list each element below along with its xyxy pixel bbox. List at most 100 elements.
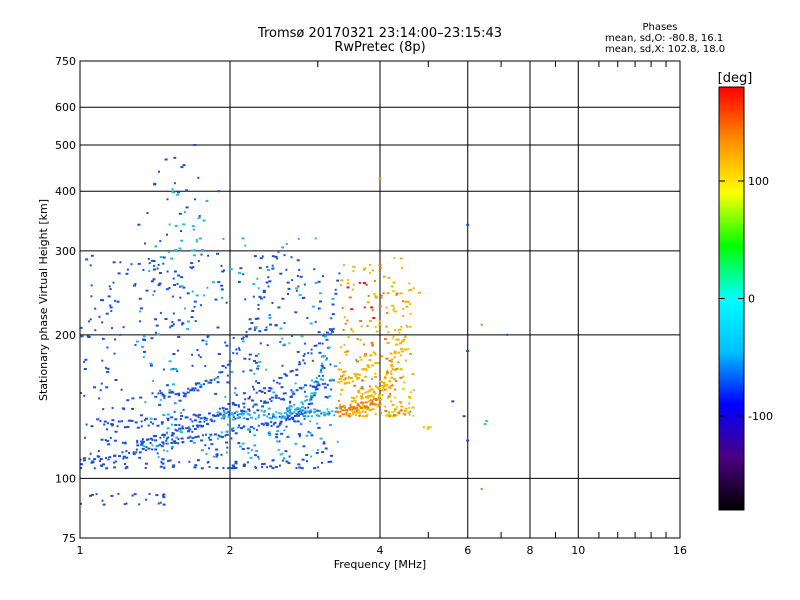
data-point (197, 176, 200, 179)
data-point (368, 409, 372, 412)
data-point (286, 408, 289, 411)
data-point (406, 300, 410, 303)
data-point (93, 386, 96, 389)
data-point (178, 212, 182, 215)
data-point (109, 304, 112, 307)
data-point (191, 290, 194, 293)
data-point (126, 268, 129, 271)
data-point (377, 395, 381, 398)
data-point (321, 383, 324, 385)
data-point (387, 395, 391, 398)
data-point (192, 266, 195, 268)
data-point (255, 391, 258, 394)
data-point (391, 358, 394, 361)
data-point (122, 457, 125, 460)
data-point (363, 355, 367, 358)
data-point (326, 383, 329, 386)
data-point (343, 343, 346, 346)
data-point (207, 460, 210, 463)
data-point (406, 325, 409, 328)
data-point (412, 287, 415, 290)
data-point (319, 437, 323, 440)
data-point (376, 405, 380, 408)
data-point (428, 426, 432, 429)
data-point (380, 296, 383, 299)
data-point (247, 451, 250, 454)
data-point (171, 465, 175, 468)
data-point (148, 262, 151, 265)
data-point (89, 264, 92, 267)
data-point (158, 282, 162, 285)
data-point (204, 379, 208, 382)
data-point (166, 413, 170, 416)
data-point (284, 450, 288, 453)
data-point (343, 264, 345, 267)
data-point (364, 391, 367, 394)
data-point (112, 261, 116, 264)
data-point (288, 342, 291, 345)
data-point (235, 394, 238, 396)
data-point (136, 439, 139, 442)
data-point (209, 434, 212, 437)
data-point (393, 307, 395, 310)
data-point (331, 303, 335, 306)
data-point (125, 450, 128, 453)
data-point (351, 413, 354, 416)
data-point (241, 340, 245, 343)
data-point (324, 447, 328, 450)
data-point (174, 402, 177, 405)
data-point (182, 223, 186, 226)
data-point (246, 447, 250, 450)
data-point (259, 342, 262, 345)
data-point (393, 368, 397, 371)
data-point (247, 408, 251, 411)
data-point (253, 372, 256, 375)
x-tick-label: 16 (673, 544, 687, 557)
data-point (404, 335, 407, 338)
y-tick-label: 500 (55, 139, 76, 152)
data-point (261, 405, 265, 408)
data-point (306, 410, 310, 413)
data-point (293, 403, 296, 406)
data-point (80, 326, 83, 329)
data-point (327, 410, 331, 413)
data-point (356, 409, 360, 412)
data-point (220, 417, 224, 420)
data-point (343, 370, 347, 373)
y-tick-label: 600 (55, 101, 76, 114)
data-point (315, 388, 319, 391)
data-point (334, 365, 337, 368)
data-point (98, 315, 101, 318)
data-point (374, 326, 377, 329)
data-point (199, 304, 202, 307)
data-point (304, 407, 307, 410)
data-point (348, 413, 352, 416)
data-point (394, 396, 397, 399)
data-point (242, 465, 246, 468)
data-point (181, 425, 184, 428)
data-point (263, 387, 266, 390)
data-point (178, 247, 182, 250)
data-point (153, 418, 157, 421)
data-point (80, 463, 82, 466)
data-point (266, 344, 269, 347)
data-point (347, 279, 350, 281)
data-point (170, 434, 174, 437)
data-point (189, 389, 193, 392)
data-point (228, 362, 231, 365)
data-point (346, 414, 348, 417)
data-point (314, 380, 318, 383)
data-point (181, 427, 185, 430)
x-tick-label: 4 (377, 544, 384, 557)
data-point (93, 458, 97, 461)
data-point (378, 305, 382, 308)
data-point (323, 335, 327, 338)
data-point (240, 337, 244, 340)
data-point (268, 386, 272, 389)
data-point (260, 422, 264, 425)
data-point (114, 379, 118, 381)
data-point (152, 422, 155, 425)
data-point (336, 279, 340, 282)
data-point (310, 395, 314, 398)
data-point (174, 224, 178, 227)
